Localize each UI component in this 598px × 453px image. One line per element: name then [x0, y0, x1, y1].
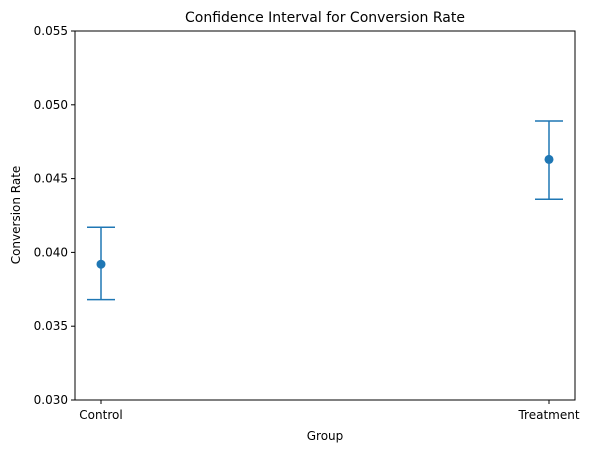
x-tick-label: Control [79, 408, 122, 422]
y-tick-label: 0.055 [34, 24, 68, 38]
y-axis: 0.030 0.035 0.040 0.045 0.050 0.055 [34, 24, 75, 407]
y-tick-label: 0.035 [34, 319, 68, 333]
plot-area [87, 120, 563, 301]
y-tick-label: 0.040 [34, 245, 68, 259]
x-tick-label: Treatment [517, 408, 579, 422]
data-point [96, 259, 106, 269]
data-point [544, 154, 554, 164]
y-axis-title: Conversion Rate [9, 166, 23, 265]
x-axis: Control Treatment [79, 400, 580, 422]
y-tick-label: 0.045 [34, 172, 68, 186]
chart-title: Confidence Interval for Conversion Rate [185, 10, 465, 26]
y-tick-label: 0.050 [34, 98, 68, 112]
y-tick-label: 0.030 [34, 393, 68, 407]
x-axis-title: Group [307, 429, 344, 443]
axes-frame [74, 30, 576, 401]
